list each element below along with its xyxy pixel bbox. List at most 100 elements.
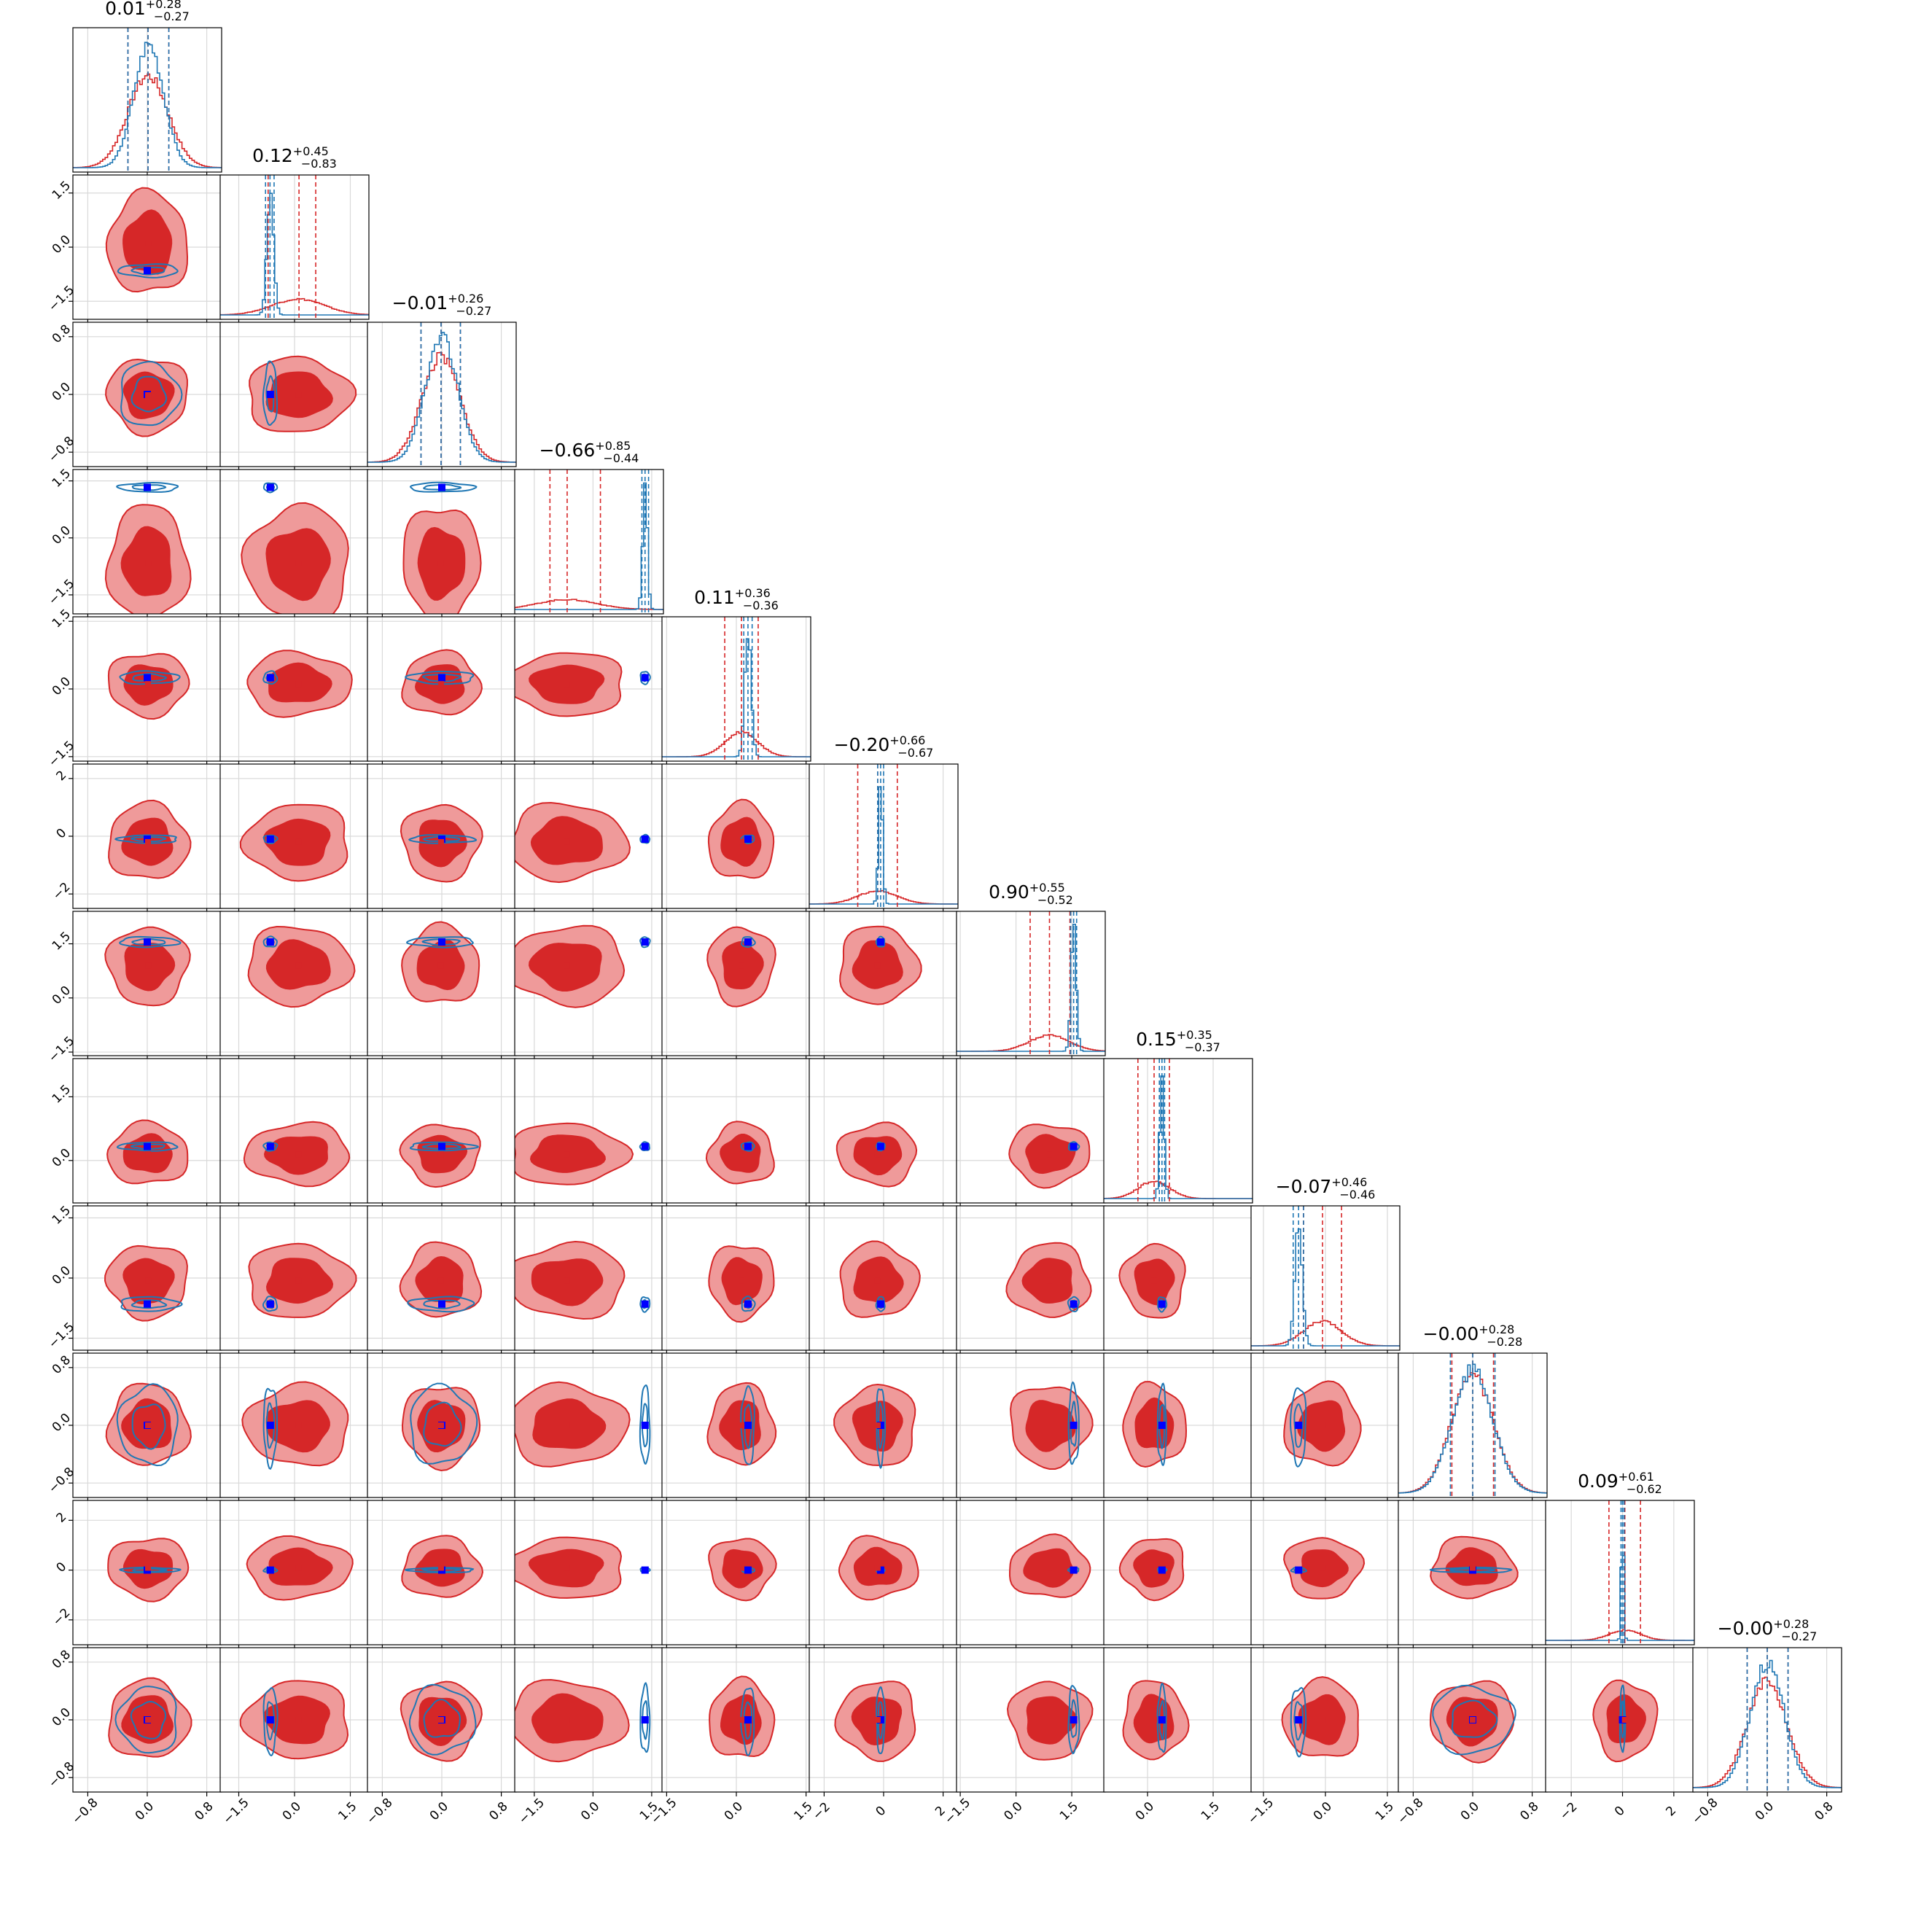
title-median: −0.20	[834, 734, 890, 755]
panel-content	[662, 1059, 811, 1203]
histogram-red	[367, 351, 516, 463]
panel-7-7: 0.15+0.35 −0.37	[1103, 1028, 1253, 1207]
panel-2-2: −0.01+0.26 −0.27	[367, 292, 517, 471]
panel-content	[220, 617, 369, 761]
y-tick-label: 0.0	[50, 1411, 74, 1435]
panel-3-2	[367, 469, 517, 618]
panel-content	[220, 175, 369, 319]
contour-blue-outer	[639, 1296, 651, 1313]
panel-content	[220, 322, 369, 467]
title-plus: +0.66	[889, 733, 925, 747]
panel-title: 0.11+0.36 −0.36	[694, 586, 779, 612]
mode-marker-red	[1046, 1277, 1053, 1284]
panel-10-1	[219, 1500, 370, 1649]
contour-blue-inner	[1451, 1699, 1498, 1738]
panel-content	[1251, 1648, 1400, 1792]
panel-11-10: −2 0 2	[1545, 1647, 1695, 1823]
panel-title: −0.01+0.26 −0.27	[392, 292, 492, 318]
mode-marker-red	[564, 681, 570, 688]
panel-9-7	[1103, 1352, 1253, 1502]
x-tick-label: −0.8	[69, 1796, 101, 1827]
panel-4-2	[367, 616, 517, 766]
mode-marker-red	[564, 1151, 570, 1158]
panel-8-6	[956, 1205, 1106, 1355]
title-plus: +0.28	[1479, 1323, 1514, 1336]
x-tick-label: −2	[810, 1800, 833, 1823]
truth-marker	[144, 938, 151, 946]
truth-marker	[641, 1716, 649, 1723]
mode-marker-red	[564, 1422, 570, 1428]
panel-frame	[1250, 1205, 1401, 1351]
contour-blue-inner	[421, 1143, 462, 1150]
panel-7-0: 0.0 1.5	[50, 1058, 222, 1207]
panel-8-7	[1103, 1205, 1253, 1355]
truth-marker	[744, 835, 752, 843]
mode-marker-red	[1470, 1717, 1476, 1723]
panel-2-0: −0.80.00.8	[46, 322, 222, 471]
truth-marker	[266, 1300, 274, 1308]
truth-marker	[438, 1300, 445, 1308]
panel-title: 0.15+0.35 −0.37	[1136, 1028, 1220, 1054]
panel-title: 0.90+0.55 −0.52	[989, 881, 1073, 907]
panel-content	[662, 1353, 811, 1497]
panel-8-3	[514, 1205, 664, 1355]
panel-content	[1104, 1059, 1253, 1203]
panel-3-3: −0.66+0.85 −0.44	[514, 439, 664, 618]
mode-marker-red	[437, 1277, 444, 1284]
panel-content	[809, 1353, 958, 1497]
contour-blue-inner	[421, 938, 461, 946]
x-tick-label: −2	[1557, 1800, 1581, 1823]
truth-marker	[1070, 1142, 1078, 1150]
y-tick-label: 1.5	[50, 1203, 74, 1227]
y-tick-label: 0	[54, 826, 70, 842]
panel-11-4: −1.5 0.0 1.5	[648, 1647, 816, 1827]
contour-blue-outer	[118, 1566, 182, 1574]
panel-10-6	[956, 1500, 1106, 1649]
contour-blue-inner	[421, 1567, 462, 1573]
mode-marker-red	[145, 241, 152, 247]
contour-blue-outer	[1067, 1296, 1080, 1312]
title-minus: −0.46	[1339, 1188, 1375, 1201]
mode-marker-red	[1320, 1717, 1326, 1723]
contour-blue-inner	[1449, 1567, 1496, 1573]
panel-7-3	[514, 1058, 664, 1207]
contour-blue-inner	[265, 375, 275, 413]
title-minus: −0.27	[1781, 1629, 1817, 1643]
truth-marker	[641, 835, 649, 843]
mode-marker-red	[564, 962, 570, 969]
contour-blue-outer	[115, 481, 179, 493]
y-tick-label: 0.8	[50, 1648, 74, 1672]
mode-marker-red	[145, 1422, 152, 1428]
panel-content	[662, 1500, 811, 1645]
panel-11-0: −0.80.00.8−0.8 0.0 0.8	[46, 1647, 222, 1827]
mode-marker-red	[295, 392, 302, 398]
panel-content	[1251, 1206, 1400, 1350]
panel-5-5: −0.20+0.66 −0.67	[809, 733, 959, 913]
panel-frame	[956, 911, 1106, 1056]
contour-blue-outer	[408, 1683, 477, 1756]
panel-9-4	[661, 1352, 811, 1502]
panel-content	[73, 1206, 222, 1350]
panel-content	[809, 1648, 958, 1792]
mode-marker-red	[564, 1717, 570, 1723]
panel-title: −0.00+0.28 −0.27	[1718, 1617, 1818, 1643]
panel-9-2	[367, 1352, 517, 1502]
mode-marker-red	[1151, 1565, 1157, 1571]
mode-marker-red	[145, 392, 152, 398]
histogram-blue	[1251, 1228, 1400, 1347]
panel-content	[367, 1059, 516, 1203]
mode-marker-red	[1320, 1422, 1326, 1428]
panel-11-7: 0.0 1.5	[1103, 1647, 1253, 1823]
panel-1-0: −1.50.01.5	[46, 174, 222, 324]
y-tick-label: −2	[50, 1605, 74, 1629]
y-tick-label: 2	[54, 1510, 70, 1526]
panel-content	[73, 175, 222, 319]
mode-marker-red	[1470, 1565, 1476, 1571]
mode-marker-red	[145, 1277, 152, 1284]
x-tick-label: 0.8	[1812, 1799, 1836, 1823]
x-tick-label: 0.0	[280, 1799, 304, 1823]
x-tick-label: −0.8	[1689, 1796, 1721, 1827]
mode-marker-red	[874, 1717, 881, 1723]
panel-9-1	[219, 1352, 370, 1502]
panel-content	[957, 1353, 1105, 1497]
